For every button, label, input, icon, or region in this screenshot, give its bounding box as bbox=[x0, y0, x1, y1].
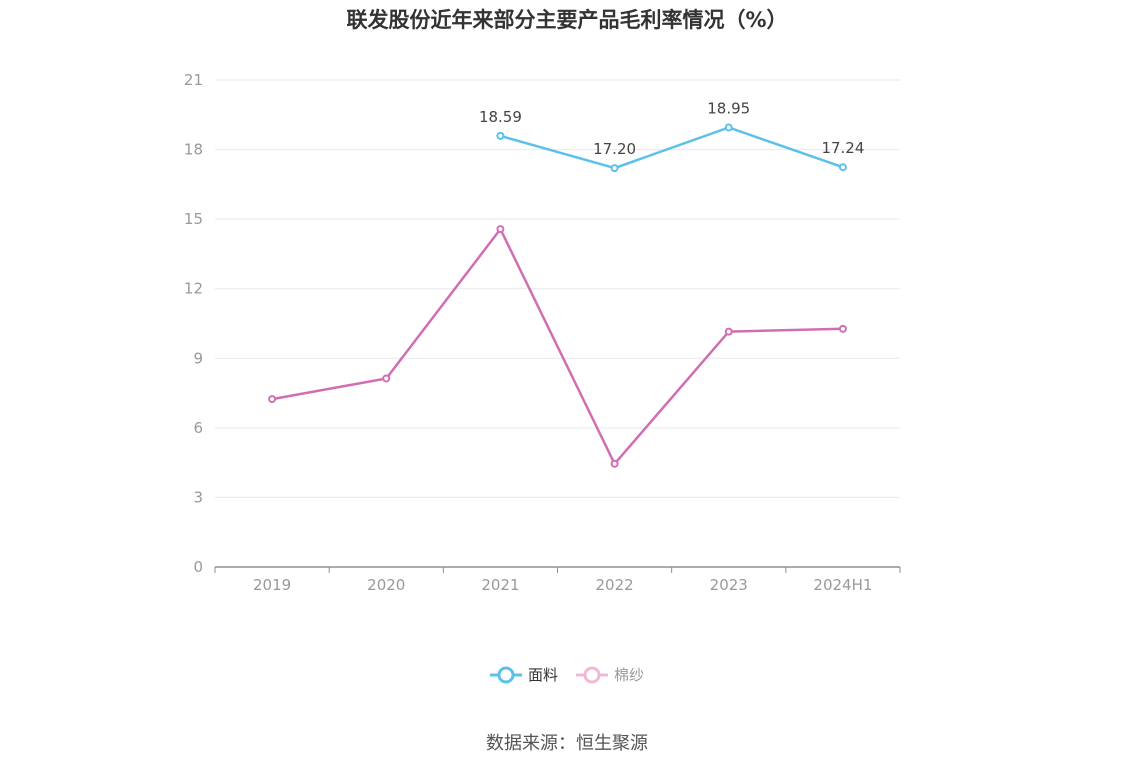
data-point[interactable] bbox=[268, 395, 277, 404]
legend-label-fabric: 面料 bbox=[527, 666, 558, 684]
data-point[interactable] bbox=[610, 459, 619, 468]
y-axis: 0 3 6 9 12 15 18 21 bbox=[184, 71, 203, 576]
y-tick-label: 9 bbox=[193, 349, 203, 367]
data-label: 17.20 bbox=[593, 140, 636, 158]
data-label: 17.24 bbox=[821, 139, 864, 157]
legend-item-fabric[interactable]: 面料 bbox=[489, 664, 558, 685]
data-point[interactable] bbox=[382, 374, 391, 383]
x-axis: 2019 2020 2021 2022 2023 2024H1 bbox=[214, 566, 901, 594]
legend-item-cotton-yarn[interactable]: 棉纱 bbox=[576, 664, 644, 685]
data-point[interactable] bbox=[838, 163, 847, 172]
series-layer bbox=[268, 123, 847, 468]
legend-fabric-icon bbox=[489, 666, 522, 683]
chart-title: 联发股份近年来部分主要产品毛利率情况（%） bbox=[346, 8, 788, 32]
series-line-1 bbox=[271, 227, 843, 466]
grid-lines bbox=[215, 79, 900, 498]
y-tick-label: 15 bbox=[184, 210, 203, 228]
y-tick-label: 0 bbox=[193, 558, 203, 576]
x-tick-label: 2019 bbox=[253, 576, 291, 594]
x-tick-label: 2024H1 bbox=[813, 576, 872, 594]
data-point[interactable] bbox=[496, 225, 505, 234]
y-tick-label: 18 bbox=[184, 141, 203, 159]
data-label: 18.59 bbox=[479, 108, 522, 126]
data-point[interactable] bbox=[724, 327, 733, 336]
data-labels: 18.59 17.20 18.95 17.24 bbox=[479, 100, 864, 159]
y-tick-label: 12 bbox=[184, 280, 203, 298]
legend: 面料 棉纱 bbox=[0, 664, 1134, 685]
data-point[interactable] bbox=[838, 324, 847, 333]
series-line-0 bbox=[500, 126, 844, 170]
y-tick-label: 6 bbox=[193, 419, 203, 437]
data-source: 数据来源：恒生聚源 bbox=[486, 733, 648, 754]
y-tick-label: 21 bbox=[184, 71, 203, 89]
data-point[interactable] bbox=[610, 164, 619, 173]
x-tick-label: 2022 bbox=[595, 576, 633, 594]
legend-cotton-yarn-icon bbox=[576, 666, 608, 683]
data-point[interactable] bbox=[496, 131, 505, 140]
data-label: 18.95 bbox=[707, 100, 750, 118]
x-tick-label: 2020 bbox=[367, 576, 405, 594]
legend-label-cotton-yarn: 棉纱 bbox=[614, 666, 645, 684]
x-tick-label: 2021 bbox=[481, 576, 519, 594]
y-tick-label: 3 bbox=[193, 488, 203, 506]
x-tick-label: 2023 bbox=[710, 576, 748, 594]
data-point[interactable] bbox=[724, 123, 733, 132]
